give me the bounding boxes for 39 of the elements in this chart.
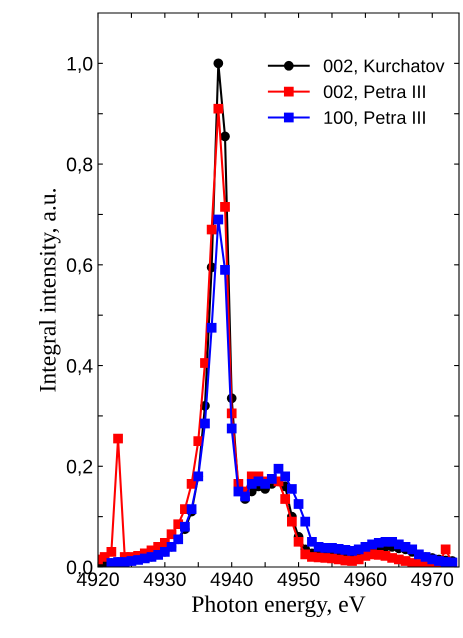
y-tick-label: 0,6 [66, 258, 92, 274]
point [240, 492, 250, 502]
point [206, 224, 217, 234]
y-tick-label: 1,0 [68, 56, 92, 73]
y-tick-label: 0,2 [66, 460, 92, 476]
legend-label: 002, Kurchatov [324, 59, 445, 74]
point [220, 264, 230, 275]
x-tick-label: 4930 [144, 572, 186, 586]
point [280, 471, 290, 482]
point [220, 132, 230, 142]
point [213, 58, 224, 68]
point [274, 464, 284, 474]
x-tick-label: 4940 [210, 572, 253, 586]
point [287, 484, 297, 494]
legend-label: 100, Petra III [324, 111, 425, 126]
point [180, 522, 190, 532]
point [220, 202, 230, 212]
point [200, 418, 210, 428]
point [300, 516, 310, 527]
point [226, 424, 237, 434]
point [213, 104, 224, 114]
x-tick-label: 4950 [277, 572, 320, 586]
point [287, 516, 297, 527]
point [440, 544, 450, 554]
legend-label: 002, Petra III [324, 85, 425, 100]
point [213, 214, 224, 224]
point [113, 434, 123, 444]
point [186, 479, 196, 489]
point [294, 499, 304, 509]
y-tick-label: 0,8 [66, 158, 92, 174]
point [206, 322, 217, 333]
x-axis-title: Photon energy, eV [192, 596, 366, 618]
y-tick-label: 0,4 [66, 359, 93, 376]
x-tick-label: 4960 [344, 572, 386, 586]
x-tick-label: 4970 [411, 572, 454, 586]
point [294, 536, 304, 547]
point [106, 547, 116, 557]
y-axis-title: Integral intensity, a.u. [39, 189, 61, 392]
point [280, 494, 290, 504]
